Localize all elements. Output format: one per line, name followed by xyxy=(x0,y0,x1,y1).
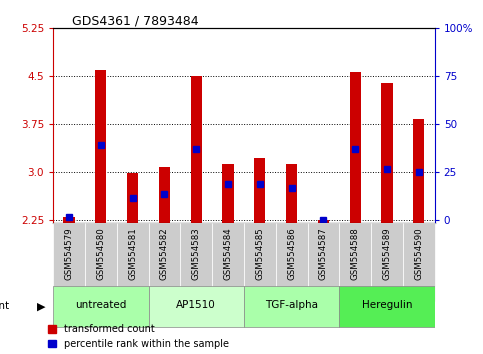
Bar xyxy=(127,173,138,223)
Text: GSM554589: GSM554589 xyxy=(383,227,392,280)
Bar xyxy=(244,285,339,327)
Text: GSM554586: GSM554586 xyxy=(287,227,296,280)
Bar xyxy=(339,285,435,327)
Bar xyxy=(191,76,202,223)
Bar xyxy=(63,217,74,223)
Text: TGF-alpha: TGF-alpha xyxy=(265,300,318,310)
Bar xyxy=(308,223,339,301)
Text: GSM554579: GSM554579 xyxy=(65,227,73,280)
Bar xyxy=(180,223,212,301)
Text: GSM554590: GSM554590 xyxy=(414,227,423,280)
Legend: transformed count, percentile rank within the sample: transformed count, percentile rank withi… xyxy=(48,324,229,349)
Bar xyxy=(223,164,234,223)
Text: GSM554582: GSM554582 xyxy=(160,227,169,280)
Bar xyxy=(318,220,329,223)
Bar xyxy=(371,223,403,301)
Bar xyxy=(95,70,106,223)
Bar xyxy=(276,223,308,301)
Bar xyxy=(159,167,170,223)
Text: Heregulin: Heregulin xyxy=(362,300,412,310)
Text: GSM554580: GSM554580 xyxy=(96,227,105,280)
Text: ▶: ▶ xyxy=(37,301,45,311)
Text: GSM554583: GSM554583 xyxy=(192,227,201,280)
Bar xyxy=(413,119,425,223)
Bar xyxy=(212,223,244,301)
Bar xyxy=(53,285,149,327)
Bar xyxy=(403,223,435,301)
Bar xyxy=(244,223,276,301)
Text: GSM554581: GSM554581 xyxy=(128,227,137,280)
Bar xyxy=(254,158,265,223)
Text: GDS4361 / 7893484: GDS4361 / 7893484 xyxy=(72,14,199,27)
Bar xyxy=(53,223,85,301)
Text: GSM554587: GSM554587 xyxy=(319,227,328,280)
Bar xyxy=(350,72,361,223)
Bar xyxy=(149,285,244,327)
Text: AP1510: AP1510 xyxy=(176,300,216,310)
Text: agent: agent xyxy=(0,301,10,311)
Bar xyxy=(117,223,149,301)
Bar xyxy=(85,223,117,301)
Text: untreated: untreated xyxy=(75,300,127,310)
Text: GSM554584: GSM554584 xyxy=(224,227,232,280)
Bar xyxy=(382,82,393,223)
Bar xyxy=(149,223,180,301)
Bar xyxy=(339,223,371,301)
Text: GSM554588: GSM554588 xyxy=(351,227,360,280)
Bar xyxy=(286,164,297,223)
Text: GSM554585: GSM554585 xyxy=(256,227,264,280)
